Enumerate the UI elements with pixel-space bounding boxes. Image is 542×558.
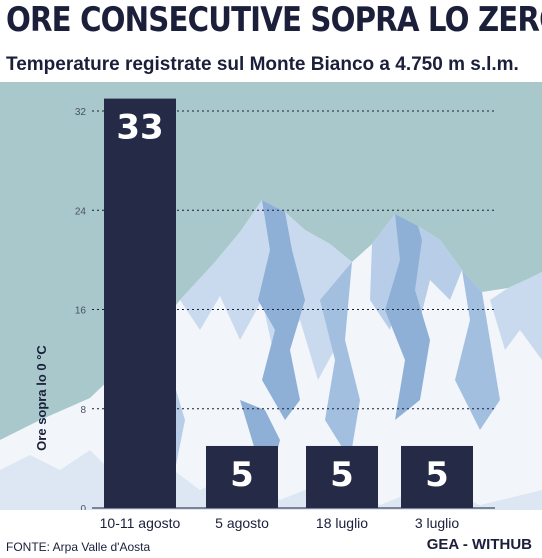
source-note: FONTE: Arpa Valle d'Aosta xyxy=(6,540,151,554)
bar xyxy=(206,445,278,508)
data-labels: 33 5 5 5 xyxy=(116,108,449,495)
y-axis-ticks: 0 8 16 24 32 xyxy=(75,107,87,515)
bars xyxy=(104,98,473,508)
x-tick-label: 10-11 agosto xyxy=(100,515,181,531)
x-tick-label: 5 agosto xyxy=(215,515,269,531)
x-tick-label: 18 luglio xyxy=(316,515,368,531)
x-tick-label: 3 luglio xyxy=(415,515,460,531)
bar-value-label: 33 xyxy=(116,108,163,148)
chart-title: ORE CONSECUTIVE SOPRA LO ZERO xyxy=(6,0,542,40)
bar-value-label: 5 xyxy=(425,455,449,495)
y-tick-label: 16 xyxy=(75,306,87,317)
bar xyxy=(306,445,378,508)
y-tick-label: 0 xyxy=(80,504,86,515)
bar-value-label: 5 xyxy=(230,455,254,495)
chart-subtitle: Temperature registrate sul Monte Bianco … xyxy=(6,54,519,75)
y-tick-label: 24 xyxy=(75,206,87,217)
bar xyxy=(104,98,176,508)
y-tick-label: 8 xyxy=(80,405,86,416)
gridlines xyxy=(92,110,495,410)
bar xyxy=(401,445,473,508)
credit-logo: GEA - WITHUB xyxy=(426,536,532,553)
y-tick-label: 32 xyxy=(75,107,87,118)
x-labels-band xyxy=(0,510,542,534)
y-axis-label: Ore sopra lo 0 °C xyxy=(34,345,49,451)
x-axis-labels: 10-11 agosto 5 agosto 18 luglio 3 luglio xyxy=(100,515,460,531)
bar-value-label: 5 xyxy=(330,455,354,495)
